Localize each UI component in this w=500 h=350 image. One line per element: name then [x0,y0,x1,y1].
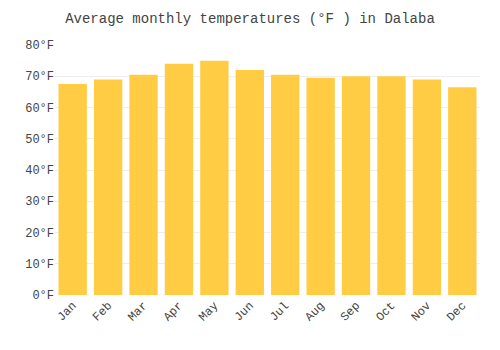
svg-text:Jul: Jul [267,299,292,324]
svg-text:Aug: Aug [303,299,328,324]
svg-text:May: May [196,299,221,324]
svg-text:60°F: 60°F [25,102,54,116]
svg-text:20°F: 20°F [25,227,54,241]
svg-text:70°F: 70°F [25,70,54,84]
svg-text:Nov: Nov [409,299,434,324]
svg-text:Apr: Apr [161,299,186,324]
svg-text:40°F: 40°F [25,164,54,178]
svg-text:0°F: 0°F [32,289,54,303]
svg-text:Average monthly temperatures (: Average monthly temperatures (°F ) in Da… [65,11,435,27]
svg-text:Sep: Sep [338,299,363,324]
svg-text:Jun: Jun [232,299,257,324]
svg-text:30°F: 30°F [25,195,54,209]
svg-text:Oct: Oct [373,299,398,324]
svg-text:Feb: Feb [90,299,115,324]
svg-text:Mar: Mar [125,299,150,324]
svg-text:10°F: 10°F [25,258,54,272]
svg-text:Jan: Jan [55,299,80,324]
svg-text:Dec: Dec [444,299,469,324]
svg-text:50°F: 50°F [25,133,54,147]
svg-text:80°F: 80°F [25,39,54,53]
